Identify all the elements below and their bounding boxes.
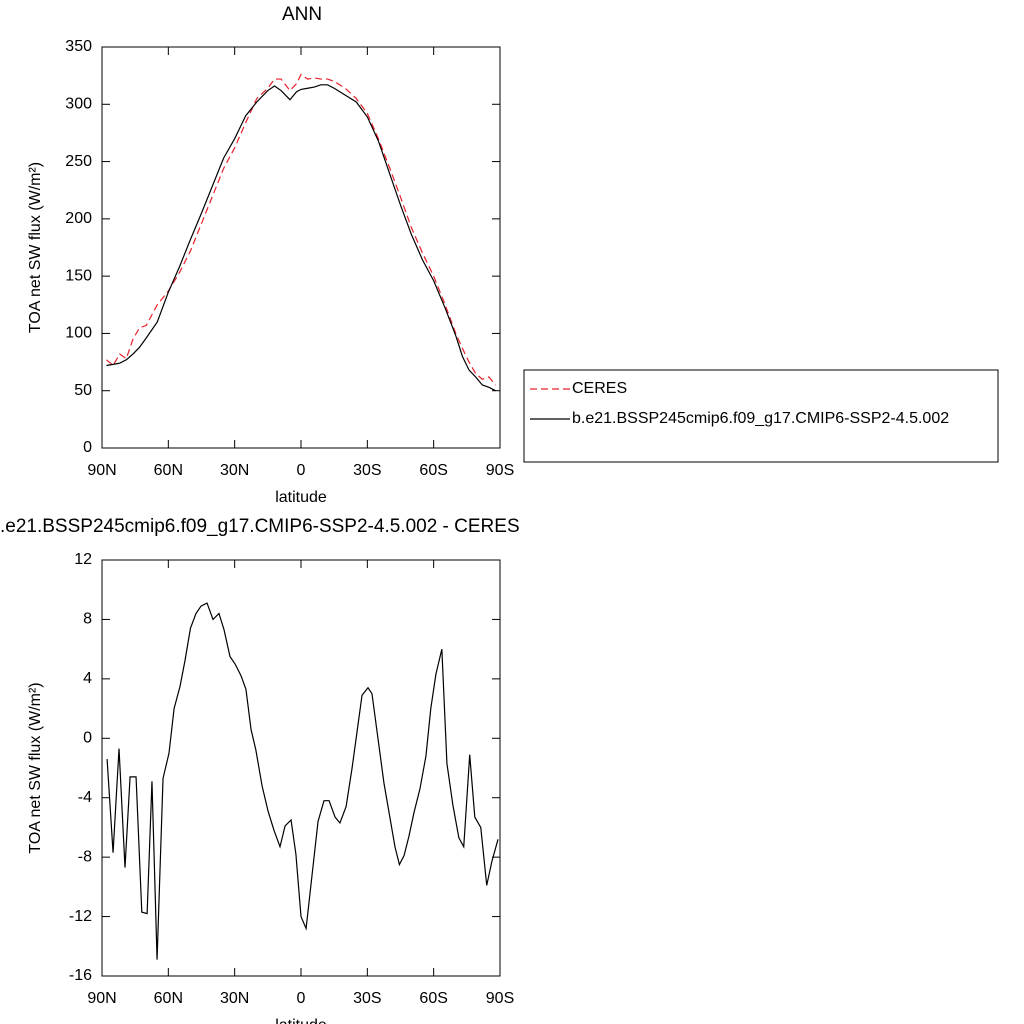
x-tick-label: 90N [87, 990, 116, 1007]
x-axis-label: latitude [275, 1017, 327, 1024]
y-tick-label: -12 [69, 908, 92, 925]
x-tick-label: 0 [297, 462, 306, 479]
legend-box [523, 369, 999, 463]
y-tick-label: 100 [65, 325, 92, 342]
y-axis-label: TOA net SW flux (W/m²) [27, 162, 44, 333]
chart-title: .e21.BSSP245cmip6.f09_g17.CMIP6-SSP2-4.5… [0, 516, 520, 537]
plot-frame [101, 46, 501, 449]
x-tick-label: 60S [419, 462, 447, 479]
x-tick-label: 90N [87, 462, 116, 479]
y-tick-label: 8 [83, 611, 92, 628]
legend-label: CERES [572, 380, 627, 397]
x-tick-label: 90S [486, 990, 514, 1007]
x-tick-label: 60N [154, 990, 183, 1007]
data-line [106, 73, 497, 386]
x-tick-label: 90S [486, 462, 514, 479]
legend-label: b.e21.BSSP245cmip6.f09_g17.CMIP6-SSP2-4.… [572, 410, 949, 427]
chart-title: ANN [282, 4, 322, 25]
data-line [106, 84, 496, 392]
x-tick-label: 0 [297, 990, 306, 1007]
y-tick-label: 150 [65, 267, 92, 284]
y-tick-label: 350 [65, 38, 92, 55]
x-tick-label: 30N [220, 462, 249, 479]
x-tick-label: 30S [353, 990, 381, 1007]
y-tick-label: -4 [78, 789, 92, 806]
y-tick-label: 0 [83, 439, 92, 456]
y-tick-label: 250 [65, 153, 92, 170]
x-tick-label: 60S [419, 990, 447, 1007]
y-tick-label: 0 [83, 730, 92, 747]
x-tick-label: 30S [353, 462, 381, 479]
y-tick-label: 200 [65, 210, 92, 227]
y-tick-label: -8 [78, 848, 92, 865]
x-tick-label: 30N [220, 990, 249, 1007]
y-tick-label: 4 [83, 670, 92, 687]
x-axis-label: latitude [275, 489, 327, 506]
x-tick-label: 60N [154, 462, 183, 479]
y-tick-label: 50 [74, 382, 92, 399]
y-tick-label: -16 [69, 967, 92, 984]
y-tick-label: 300 [65, 96, 92, 113]
y-axis-label: TOA net SW flux (W/m²) [27, 682, 44, 853]
y-tick-label: 12 [74, 551, 92, 568]
data-line [106, 602, 499, 960]
